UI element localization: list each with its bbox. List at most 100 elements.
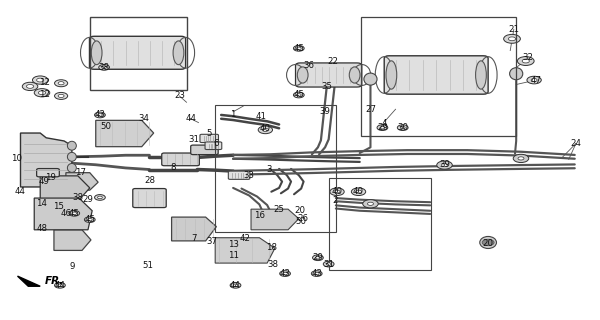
Text: 45: 45 [293, 44, 304, 53]
Ellipse shape [67, 152, 76, 161]
Text: 49: 49 [39, 177, 50, 186]
Ellipse shape [480, 236, 496, 249]
Text: 44: 44 [55, 281, 65, 290]
Text: 4: 4 [382, 119, 388, 128]
Circle shape [367, 202, 373, 205]
Text: 31: 31 [323, 260, 334, 268]
Polygon shape [17, 276, 40, 286]
Circle shape [363, 200, 378, 208]
Ellipse shape [349, 67, 360, 83]
Circle shape [85, 217, 95, 222]
Text: 7: 7 [191, 234, 196, 243]
FancyBboxPatch shape [89, 36, 185, 69]
Text: 25: 25 [274, 205, 284, 214]
Text: 5: 5 [206, 130, 212, 139]
Text: 11: 11 [227, 251, 239, 260]
Circle shape [296, 94, 301, 96]
Text: 20: 20 [482, 239, 494, 248]
Text: 28: 28 [144, 176, 155, 185]
Circle shape [330, 188, 344, 196]
Text: 48: 48 [37, 224, 47, 233]
Circle shape [482, 239, 494, 246]
Circle shape [314, 272, 319, 275]
Text: 29: 29 [377, 123, 388, 132]
Text: 39: 39 [320, 107, 331, 116]
Text: 40: 40 [260, 124, 271, 133]
Polygon shape [34, 198, 92, 230]
Text: 40: 40 [353, 187, 364, 196]
Ellipse shape [364, 73, 377, 85]
Ellipse shape [67, 164, 76, 172]
Polygon shape [172, 217, 217, 241]
Ellipse shape [298, 67, 308, 83]
Bar [329, 178, 431, 270]
Circle shape [313, 255, 323, 260]
Text: 38: 38 [98, 63, 110, 72]
FancyBboxPatch shape [191, 145, 218, 155]
Text: 51: 51 [142, 261, 153, 270]
Polygon shape [215, 238, 275, 263]
Text: 14: 14 [37, 199, 47, 208]
Text: 22: 22 [328, 57, 338, 66]
Circle shape [95, 112, 106, 118]
Polygon shape [251, 209, 299, 230]
Circle shape [38, 91, 46, 95]
Text: 35: 35 [322, 82, 332, 91]
Text: 15: 15 [53, 203, 64, 212]
Text: 44: 44 [230, 281, 241, 290]
Text: 1: 1 [230, 109, 236, 118]
FancyBboxPatch shape [162, 153, 199, 166]
FancyBboxPatch shape [229, 171, 250, 179]
Circle shape [283, 272, 287, 275]
Text: 50: 50 [100, 122, 112, 131]
Circle shape [334, 190, 340, 193]
Polygon shape [66, 173, 98, 190]
Text: FR.: FR. [45, 276, 64, 285]
Circle shape [377, 125, 388, 131]
Text: 33: 33 [244, 171, 255, 180]
Circle shape [316, 256, 320, 259]
Text: 43: 43 [94, 110, 106, 119]
Circle shape [258, 126, 272, 134]
Circle shape [352, 188, 365, 196]
Circle shape [58, 284, 62, 287]
Bar [215, 105, 336, 232]
Circle shape [508, 37, 515, 41]
Text: 29: 29 [83, 195, 94, 204]
Text: 9: 9 [69, 262, 74, 271]
Text: 40: 40 [332, 187, 343, 196]
Circle shape [437, 161, 452, 169]
Circle shape [37, 78, 44, 82]
Text: 37: 37 [206, 237, 217, 246]
Circle shape [442, 164, 448, 167]
Text: 18: 18 [266, 243, 277, 252]
Text: 45: 45 [84, 215, 95, 224]
Circle shape [55, 283, 65, 288]
Circle shape [280, 271, 290, 276]
Ellipse shape [67, 141, 76, 150]
Circle shape [22, 82, 38, 91]
Circle shape [95, 195, 106, 200]
Text: 36: 36 [304, 61, 314, 70]
Circle shape [531, 78, 537, 82]
Text: 47: 47 [530, 76, 541, 84]
Text: 10: 10 [11, 154, 22, 163]
Text: 45: 45 [69, 209, 80, 218]
Text: 23: 23 [174, 92, 185, 100]
Text: 12: 12 [39, 78, 50, 87]
Circle shape [311, 271, 322, 276]
Text: 24: 24 [571, 139, 581, 148]
Circle shape [58, 94, 64, 98]
Polygon shape [40, 176, 90, 201]
Ellipse shape [386, 61, 397, 89]
FancyBboxPatch shape [37, 169, 59, 177]
Circle shape [323, 261, 334, 267]
Circle shape [517, 57, 534, 66]
Circle shape [293, 45, 304, 51]
Text: 42: 42 [239, 234, 251, 243]
Text: 30: 30 [397, 123, 408, 132]
Circle shape [72, 212, 77, 215]
Text: 2: 2 [332, 196, 337, 205]
Circle shape [98, 196, 103, 199]
Polygon shape [54, 230, 91, 251]
